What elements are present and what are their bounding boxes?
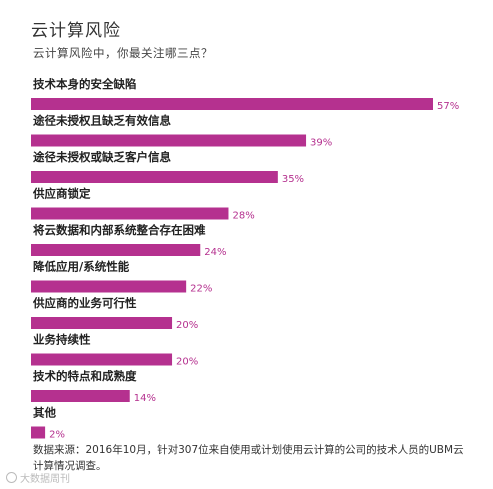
category-label: 业务持续性 bbox=[33, 333, 91, 347]
bar bbox=[31, 134, 307, 147]
category-label: 降低应用/系统性能 bbox=[33, 260, 130, 274]
category-label: 将云数据和内部系统整合存在困难 bbox=[33, 223, 206, 237]
watermark-logo-icon bbox=[6, 472, 17, 483]
category-label: 供应商的业务可行性 bbox=[32, 296, 137, 310]
bar bbox=[31, 353, 173, 366]
value-label: 24% bbox=[204, 247, 226, 258]
bar bbox=[31, 317, 173, 329]
bar bbox=[31, 98, 433, 110]
watermark-text: 大数据周刊 bbox=[20, 474, 70, 485]
bar bbox=[31, 244, 201, 256]
category-label: 供应商锁定 bbox=[32, 187, 91, 201]
category-label: 技术本身的安全缺陷 bbox=[33, 77, 137, 91]
source-footnote: 数据来源：2016年10月，针对307位来自使用或计划使用云计算的公司的技术人员… bbox=[33, 444, 464, 472]
value-label: 39% bbox=[310, 138, 332, 149]
value-label: 57% bbox=[437, 101, 459, 112]
category-label: 其他 bbox=[33, 406, 56, 420]
category-label: 途径未授权或缺乏客户信息 bbox=[33, 150, 171, 164]
category-label: 技术的特点和成熟度 bbox=[33, 369, 137, 383]
value-label: 35% bbox=[282, 174, 304, 185]
value-label: 2% bbox=[49, 430, 65, 441]
watermark: 大数据周刊 bbox=[6, 470, 70, 485]
bar bbox=[31, 390, 130, 402]
page-title: 云计算风险 bbox=[31, 21, 121, 41]
value-label: 20% bbox=[176, 357, 198, 368]
value-label: 28% bbox=[232, 211, 254, 222]
value-label: 20% bbox=[176, 320, 198, 331]
bar bbox=[31, 207, 229, 220]
value-label: 22% bbox=[190, 284, 212, 295]
bar bbox=[31, 280, 187, 293]
bar bbox=[31, 426, 46, 439]
chart-subtitle: 云计算风险中，你最关注哪三点？ bbox=[33, 46, 213, 60]
value-label: 14% bbox=[134, 393, 156, 404]
category-label: 途径未授权且缺乏有效信息 bbox=[33, 114, 171, 128]
bar bbox=[31, 171, 278, 183]
